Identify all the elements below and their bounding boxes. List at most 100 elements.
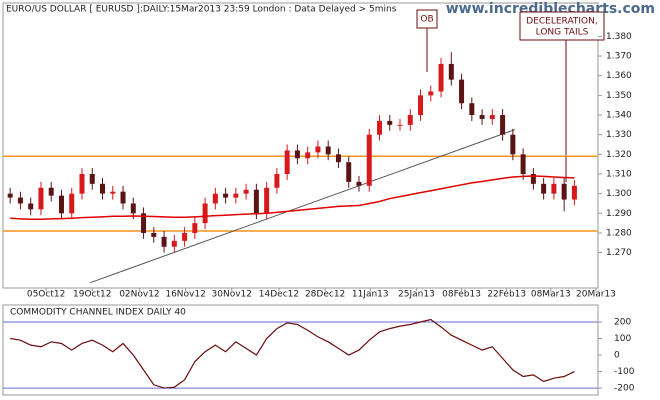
candle-body: [130, 203, 136, 214]
x-tick-label: 05Oct12: [27, 290, 65, 300]
candle-body: [48, 187, 54, 196]
y-tick-label: 1.270: [606, 248, 632, 258]
y-tick-label: 1.330: [606, 130, 632, 140]
cci-title: COMMODITY CHANNEL INDEX DAILY 40: [10, 308, 186, 318]
x-tick-label: 28Dec12: [305, 290, 345, 300]
annotation-ob: OB: [416, 9, 438, 72]
x-tick-label: 30Nov12: [212, 290, 252, 300]
candle-body: [520, 154, 526, 174]
x-tick-label: 11Jan13: [352, 290, 389, 300]
candle-body: [376, 120, 382, 135]
candle-body: [325, 146, 331, 155]
x-tick-label: 19Oct12: [73, 290, 111, 300]
candle-body: [469, 103, 475, 116]
x-tick-label: 08Feb13: [442, 290, 481, 300]
candle-body: [284, 150, 290, 174]
y-tick-label: 1.300: [606, 189, 632, 199]
trendline: [90, 129, 516, 284]
candle-body: [17, 197, 23, 204]
candle-body: [274, 174, 280, 188]
candle-body: [305, 152, 311, 159]
candle-body: [58, 195, 64, 214]
annotation-box: [519, 11, 605, 41]
price-frame: [2, 2, 599, 289]
x-tick-label: 22Feb13: [487, 290, 526, 300]
candle-body: [28, 203, 34, 210]
x-tick-label: 08Mar13: [531, 290, 571, 300]
x-tick-label: 16Nov12: [165, 290, 205, 300]
y-tick-label: 1.360: [606, 71, 632, 81]
candle-body: [438, 63, 444, 92]
y-tick-label: 1.280: [606, 228, 632, 238]
candle-body: [489, 115, 495, 119]
candle-body: [530, 174, 536, 184]
candle-body: [387, 120, 393, 125]
candle-body: [459, 79, 465, 104]
candle-body: [315, 146, 321, 153]
candle-body: [253, 189, 259, 214]
candle-body: [223, 193, 229, 198]
candle-body: [448, 63, 454, 80]
candle-body: [182, 232, 188, 241]
y-tick-label: 1.290: [606, 209, 632, 219]
candle-body: [479, 115, 485, 119]
x-tick-label: 02Nov12: [119, 290, 159, 300]
candle-body: [212, 193, 218, 204]
y-tick-label: -200: [614, 384, 635, 394]
candle-body: [397, 124, 403, 126]
candle-body: [366, 134, 372, 186]
moving-average: [10, 175, 575, 220]
candle-body: [161, 236, 167, 247]
y-tick-label: 1.370: [606, 52, 632, 62]
candle-body: [541, 183, 547, 194]
candle-body: [141, 213, 147, 233]
y-tick-label: 0: [614, 351, 620, 361]
annotation-text: OB: [420, 15, 433, 25]
candle-body: [233, 193, 239, 198]
x-tick-label: 20Mar13: [576, 290, 616, 300]
candle-body: [7, 193, 13, 198]
candle-body: [89, 174, 95, 184]
candle-body: [120, 191, 126, 204]
y-tick-label: 1.380: [606, 32, 632, 42]
candle-body: [571, 185, 577, 200]
candle-body: [356, 181, 362, 186]
candle-body: [510, 134, 516, 155]
candle-body: [38, 187, 44, 210]
y-tick-label: -100: [614, 367, 635, 377]
candle-body: [243, 189, 249, 194]
chart-title: EURO/US DOLLAR [ EURUSD ]:DAILY:15Mar201…: [6, 5, 397, 15]
candle-body: [69, 193, 75, 214]
candle-body: [335, 154, 341, 163]
y-tick-label: 100: [614, 334, 631, 344]
candle-body: [551, 183, 557, 194]
candle-body: [500, 115, 506, 135]
candle-body: [192, 223, 198, 233]
candle-body: [561, 183, 567, 200]
annotation-text: DECELERATION,: [526, 17, 597, 27]
candle-body: [79, 174, 85, 194]
candle-body: [151, 232, 157, 237]
cci-frame: [2, 304, 599, 396]
x-tick-label: 14Dec12: [259, 290, 299, 300]
candle-body: [346, 162, 352, 182]
candle-body: [264, 187, 270, 214]
candle-body: [428, 91, 434, 96]
annotation-deceleration: DECELERATION, LONG TAILS: [519, 11, 605, 182]
y-tick-label: 200: [614, 318, 631, 328]
y-tick-label: 1.320: [606, 150, 632, 160]
candle-body: [110, 191, 116, 194]
candle-body: [171, 240, 177, 247]
cci-line: [10, 318, 575, 389]
y-tick-label: 1.350: [606, 91, 632, 101]
x-tick-label: 25Jan13: [398, 290, 435, 300]
annotation-text: LONG TAILS: [536, 28, 589, 38]
candle-body: [294, 150, 300, 159]
y-tick-label: 1.310: [606, 170, 632, 180]
candle-body: [407, 115, 413, 125]
y-tick-label: 1.340: [606, 111, 632, 121]
candle-body: [100, 183, 106, 194]
candle-body: [202, 203, 208, 224]
